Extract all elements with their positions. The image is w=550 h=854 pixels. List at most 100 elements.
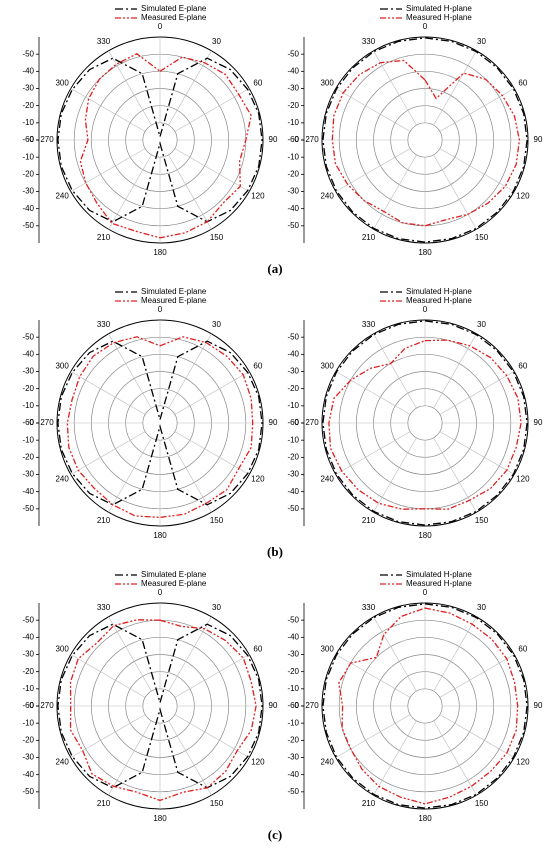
r-tick-label: -40 (287, 770, 299, 779)
r-tick-label: -10 (22, 118, 34, 127)
r-tick-label: -10 (22, 152, 34, 161)
r-tick-label: -40 (22, 349, 34, 358)
panel-label: (a) (267, 261, 282, 276)
r-tick-label: -20 (22, 667, 34, 676)
pattern-line (328, 339, 522, 510)
r-tick-label: -50 (22, 504, 34, 513)
grid-ring (142, 688, 178, 724)
angle-label: 330 (362, 37, 376, 46)
angle-label: 210 (362, 799, 376, 808)
angle-label: 0 (158, 305, 163, 314)
r-tick-label: -10 (287, 152, 299, 161)
r-tick-label: -40 (287, 349, 299, 358)
angle-label: 330 (97, 603, 111, 612)
r-tick-label: -30 (22, 470, 34, 479)
legend-label: Measured E-plane (141, 296, 207, 305)
r-tick-label: -40 (22, 632, 34, 641)
angle-label: 150 (475, 233, 489, 242)
r-tick-label: -20 (22, 735, 34, 744)
spoke (433, 616, 477, 692)
r-tick-label: -40 (287, 66, 299, 75)
pattern-line (322, 320, 528, 526)
r-tick-label: 0 (30, 701, 35, 710)
angle-label: 300 (55, 79, 69, 88)
angle-label: 30 (212, 603, 221, 612)
legend-label: Measured H-plane (406, 579, 472, 588)
spoke (335, 88, 411, 132)
r-tick-label: -30 (22, 367, 34, 376)
angle-label: 180 (418, 248, 432, 257)
r-tick-label: -40 (287, 204, 299, 213)
angle-label: 30 (212, 37, 221, 46)
r-tick-label: -30 (287, 753, 299, 762)
spoke (335, 714, 411, 758)
r-tick-label: -50 (287, 615, 299, 624)
r-tick-label: 0 (295, 135, 300, 144)
pattern-line (57, 57, 263, 223)
angle-label: 210 (97, 799, 111, 808)
spoke (439, 654, 515, 698)
spoke (439, 371, 515, 415)
spoke (70, 148, 146, 192)
spoke (373, 154, 417, 230)
pattern-line (69, 619, 257, 802)
angle-label: 210 (362, 516, 376, 525)
angle-label: 150 (475, 799, 489, 808)
angle-label: 90 (269, 701, 278, 710)
spoke (373, 333, 417, 409)
r-tick-label: -10 (22, 718, 34, 727)
spoke (439, 148, 515, 192)
angle-label: 150 (210, 799, 224, 808)
grid-ring (407, 405, 443, 441)
spoke (373, 616, 417, 692)
r-tick-label: -30 (22, 650, 34, 659)
r-tick-label: -40 (22, 487, 34, 496)
angle-label: 150 (210, 516, 224, 525)
pattern-line (66, 336, 254, 519)
r-tick-label: -20 (287, 169, 299, 178)
r-tick-label: -50 (22, 332, 34, 341)
angle-label: 0 (423, 22, 428, 31)
angle-label: 0 (158, 22, 163, 31)
angle-label: 300 (320, 362, 334, 371)
angle-label: 330 (97, 320, 111, 329)
legend-label: Measured E-plane (141, 579, 207, 588)
r-tick-label: 0 (30, 701, 35, 710)
pattern-line (322, 603, 528, 809)
r-tick-label: -20 (287, 667, 299, 676)
r-tick-label: -30 (22, 753, 34, 762)
r-tick-label: 0 (295, 418, 300, 427)
r-tick-label: -30 (287, 187, 299, 196)
angle-label: 60 (518, 79, 527, 88)
r-tick-label: -20 (287, 101, 299, 110)
pattern-line (57, 340, 263, 506)
r-tick-label: -40 (22, 204, 34, 213)
spoke (174, 148, 250, 192)
r-tick-label: 0 (30, 418, 35, 427)
spoke (108, 50, 152, 126)
r-tick-label: -20 (22, 169, 34, 178)
panel-label: (b) (267, 544, 283, 559)
legend-label: Simulated H-plane (406, 287, 472, 296)
angle-label: 270 (40, 135, 54, 144)
r-tick-label: 0 (295, 418, 300, 427)
spoke (168, 720, 212, 796)
angle-label: 90 (269, 135, 278, 144)
spoke (335, 371, 411, 415)
r-tick-label: -30 (287, 367, 299, 376)
angle-label: 120 (516, 475, 530, 484)
angle-label: 270 (40, 418, 54, 427)
panel-label: (c) (268, 827, 282, 842)
r-tick-label: -40 (287, 632, 299, 641)
legend-label: Simulated H-plane (406, 570, 472, 579)
angle-label: 90 (534, 135, 543, 144)
r-tick-label: -50 (287, 49, 299, 58)
r-tick-label: -60 (287, 701, 299, 710)
r-tick-label: -20 (287, 735, 299, 744)
spoke (168, 333, 212, 409)
angle-label: 120 (251, 192, 265, 201)
pattern-line (57, 623, 263, 789)
r-tick-label: -60 (22, 135, 34, 144)
